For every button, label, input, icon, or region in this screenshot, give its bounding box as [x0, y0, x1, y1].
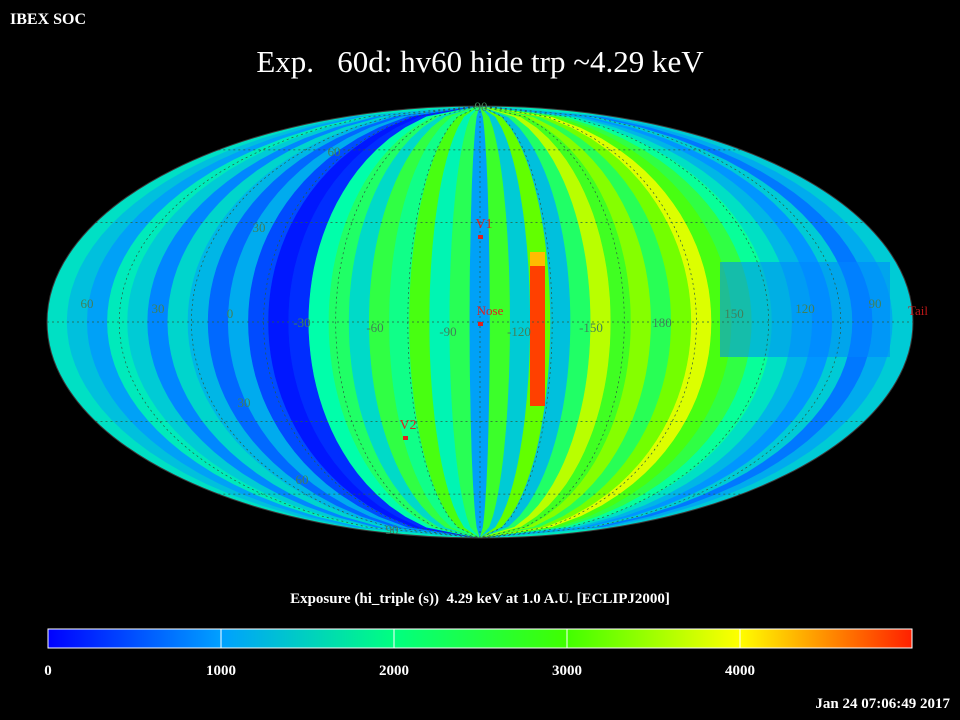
lat-label: 30 [238, 395, 251, 410]
colorbar-frame [47, 628, 913, 649]
lon-label: -90 [439, 324, 456, 339]
latitude-labels: 60 30 30 60 90 90 [238, 99, 488, 537]
colorbar-title: Exposure (hi_triple (s)) 4.29 keV at 1.0… [290, 591, 670, 607]
colorbar [48, 629, 912, 648]
colorbar-tick-label: 2000 [379, 663, 409, 679]
lat-label: 60 [296, 472, 309, 487]
timestamp: Jan 24 07:06:49 2017 [815, 696, 950, 712]
graticule-meridian [479, 106, 770, 538]
graticule-meridian [479, 106, 625, 538]
graticule-meridian [190, 106, 481, 538]
marker-nose-label: Nose [477, 303, 504, 318]
map-graticule [47, 106, 913, 538]
graticule-meridian [407, 106, 481, 538]
lon-label: 30 [152, 301, 165, 316]
colorbar-tick-labels: 0 1000 2000 3000 4000 [44, 663, 755, 679]
lat-label: 30 [253, 220, 266, 235]
graticule-meridian [335, 106, 481, 538]
colorbar-tick-label: 4000 [725, 663, 755, 679]
lat-label: 60 [328, 144, 341, 159]
marker-v2-label: V2 [399, 418, 416, 433]
page-title: Exp. 60d: hv60 hide trp ~4.29 keV [256, 44, 704, 79]
lon-label: 0 [227, 306, 234, 321]
exposure-hotspot [530, 266, 545, 406]
graticule-meridian [479, 106, 842, 538]
colorbar-tick-marks [220, 629, 741, 648]
lat-label: 90 [386, 522, 399, 537]
lon-label: 60 [81, 296, 94, 311]
longitude-labels: 60 30 0 -30 -60 -90 -120 -150 180 150 12… [81, 296, 882, 339]
lon-label: 120 [795, 301, 815, 316]
lon-label: 150 [724, 306, 744, 321]
map-boundary [46, 105, 914, 539]
lon-label: -120 [507, 324, 531, 339]
org-label: IBEX SOC [10, 11, 86, 28]
exposure-hotspot [530, 252, 545, 266]
lat-label: 90 [475, 99, 488, 114]
map-markers: V1 Nose V2 Tail [399, 217, 928, 440]
graticule-meridian [479, 106, 553, 538]
lon-label: -30 [293, 315, 310, 330]
lon-label: -150 [579, 320, 603, 335]
exposure-patch [720, 262, 890, 357]
marker-v1-label: V1 [475, 217, 492, 232]
graticule-meridian [263, 106, 481, 538]
marker-tail-label: Tail [908, 303, 928, 318]
marker-v2-dot [403, 436, 408, 440]
lon-label: -60 [366, 320, 383, 335]
colorbar-tick-label: 0 [44, 663, 52, 679]
lon-label: 90 [869, 296, 882, 311]
colorbar-tick-label: 1000 [206, 663, 236, 679]
graticule-meridian [118, 106, 481, 538]
graticule-meridian [479, 106, 697, 538]
marker-v1-dot [478, 235, 483, 239]
lon-label: 180 [652, 315, 672, 330]
marker-nose-dot [478, 322, 483, 326]
colorbar-tick-label: 3000 [552, 663, 582, 679]
